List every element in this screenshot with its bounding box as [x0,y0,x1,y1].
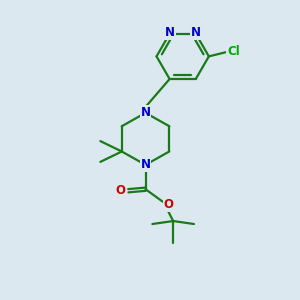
Text: O: O [116,184,126,197]
Text: Cl: Cl [227,44,240,58]
Text: O: O [164,198,174,211]
Text: N: N [191,26,201,39]
Text: N: N [165,26,175,39]
Text: N: N [140,158,151,171]
Text: N: N [140,106,151,119]
